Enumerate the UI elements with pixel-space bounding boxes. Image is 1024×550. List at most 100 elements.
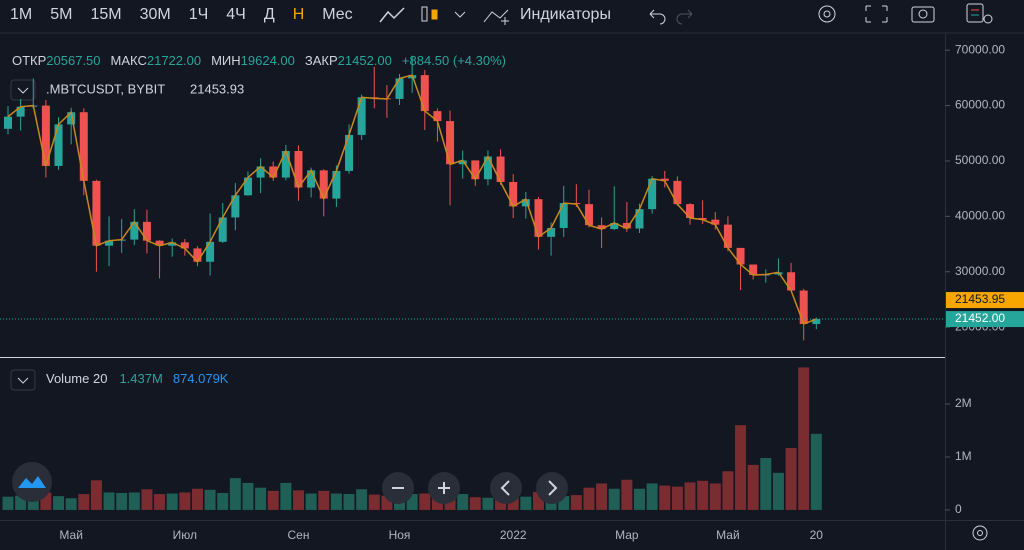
x-tick-label: Июл: [173, 528, 197, 542]
candle-body: [660, 178, 669, 181]
volume-bar: [179, 492, 191, 510]
candle-body: [509, 181, 518, 207]
candle-body: [193, 248, 202, 262]
volume-bar: [78, 494, 90, 510]
icon: [500, 480, 510, 496]
legend-label: ЗАКР: [305, 53, 338, 68]
candle-body: [521, 199, 530, 207]
volume-bar: [785, 447, 797, 510]
x-tick-label: Май: [716, 528, 740, 542]
candle-body: [736, 247, 745, 265]
volume-bar: [103, 492, 115, 510]
scroll-right[interactable]: [536, 472, 568, 504]
volume-value: 1.437M: [119, 371, 162, 386]
candle-body: [799, 290, 808, 324]
x-tick-label: 2022: [500, 528, 527, 542]
volume-bar: [2, 496, 14, 510]
icon: [548, 480, 558, 496]
collapse-button[interactable]: [10, 369, 36, 391]
candle-body: [483, 156, 492, 180]
volume-bar: [608, 488, 620, 510]
y-tick-label: 50000.00: [955, 153, 1005, 167]
collapse-button[interactable]: [10, 79, 36, 101]
settings-icon[interactable]: [972, 525, 988, 541]
interval-bar: 1М 5М 15М 30М 1Ч 4Ч Д Н Мес: [10, 6, 353, 23]
candle-body: [597, 225, 606, 230]
candle-body: [547, 227, 556, 237]
x-tick-label: Сен: [288, 528, 310, 542]
volume-bar: [520, 496, 532, 510]
navigation-buttons: [382, 472, 568, 504]
candle-body: [142, 221, 151, 241]
y-tick-label: 2M: [955, 396, 972, 410]
interval-button[interactable]: Н: [293, 6, 305, 23]
interval-button[interactable]: 15М: [90, 6, 121, 23]
volume-bar: [684, 482, 696, 510]
candle-body: [559, 203, 568, 228]
volume-bar: [558, 496, 570, 510]
candle-body: [332, 170, 341, 199]
candle-body: [395, 78, 404, 99]
volume-bar: [709, 483, 721, 510]
x-tick-label: Май: [59, 528, 83, 542]
volume-bar: [255, 487, 267, 510]
volume-bar: [242, 482, 254, 510]
interval-button[interactable]: Д: [264, 6, 275, 23]
volume-ma: 874.079K: [173, 371, 229, 386]
volume-bar: [798, 367, 810, 510]
volume-bar: [53, 496, 65, 510]
candle-body: [686, 204, 695, 218]
legend-value: 19624.00: [241, 53, 295, 68]
volume-legend: Volume 20 1.437M 874.079K: [46, 371, 229, 386]
volume-bar: [671, 486, 683, 510]
interval-button[interactable]: 4Ч: [226, 6, 246, 23]
volume-bar: [760, 458, 772, 510]
symbol-name: .MBTCUSDT, BYBIT: [46, 81, 165, 96]
y-tick-label: 70000.00: [955, 42, 1005, 56]
volume-bar: [469, 497, 481, 510]
volume-bar: [583, 487, 595, 510]
interval-button[interactable]: 1Ч: [189, 6, 209, 23]
y-tick-label: 1M: [955, 449, 972, 463]
candle-body: [635, 209, 644, 229]
icon: [438, 482, 450, 494]
volume-bar: [229, 478, 241, 510]
volume-bar: [330, 493, 342, 510]
y-tick-label: 40000.00: [955, 209, 1005, 223]
volume-bar: [406, 494, 418, 510]
chart-style-icons[interactable]: [379, 3, 993, 25]
candle-body: [79, 112, 88, 181]
volume-bar: [482, 497, 494, 510]
logo[interactable]: [12, 462, 52, 502]
x-tick-label: Ноя: [389, 528, 411, 542]
candle-body: [4, 116, 12, 129]
volume-bar: [267, 490, 279, 510]
interval-button[interactable]: Мес: [322, 6, 352, 23]
interval-button[interactable]: 30М: [140, 6, 171, 23]
candle-body: [105, 240, 114, 246]
candle-body: [471, 160, 480, 180]
volume-bar: [40, 492, 52, 510]
volume-bar: [697, 480, 709, 510]
candle-body: [584, 204, 593, 226]
volume-bar: [292, 490, 304, 510]
volume-bar: [735, 425, 747, 510]
volume-bar: [356, 489, 368, 510]
last-price: 21453.93: [190, 81, 244, 96]
collapse-icon: [17, 377, 29, 384]
indicators-button[interactable]: Индикаторы: [520, 6, 611, 23]
candle-body: [496, 156, 505, 182]
candle-body: [723, 224, 732, 248]
candle-body: [281, 150, 290, 178]
interval-button[interactable]: 5М: [50, 6, 72, 23]
y-tick-label: 0: [955, 502, 962, 516]
volume-bar: [659, 485, 671, 510]
candle-body: [67, 112, 76, 125]
scroll-left[interactable]: [490, 472, 522, 504]
legend-label: ОТКР: [12, 53, 46, 68]
interval-button[interactable]: 1М: [10, 6, 32, 23]
candle-body: [41, 105, 50, 166]
candle-body: [534, 199, 543, 237]
